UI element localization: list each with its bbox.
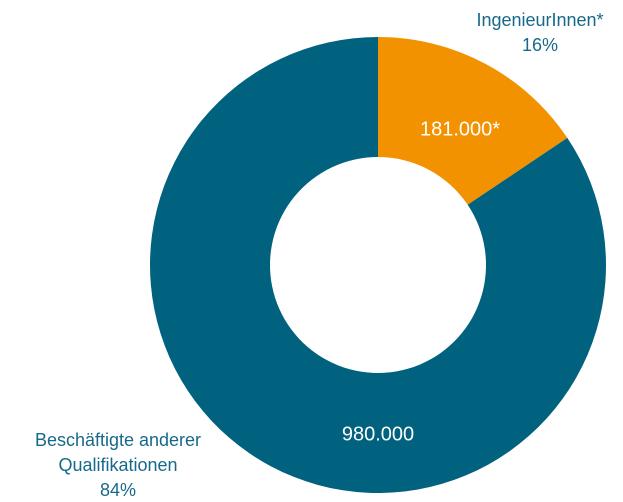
category-label-block: Beschäftigte anderer Qualifikationen 84% bbox=[8, 428, 228, 502]
category-label-block: IngenieurInnen* 16% bbox=[430, 8, 623, 58]
category-label: IngenieurInnen* bbox=[476, 10, 604, 30]
value-label: 181.000* bbox=[420, 118, 500, 140]
value-label: 980.000 bbox=[342, 423, 414, 445]
donut-slice bbox=[150, 37, 606, 494]
donut-slice bbox=[378, 37, 568, 205]
percent-label: 84% bbox=[99, 480, 137, 500]
percent-label: 16% bbox=[521, 35, 559, 55]
category-label: Beschäftigte anderer Qualifikationen bbox=[34, 430, 202, 475]
